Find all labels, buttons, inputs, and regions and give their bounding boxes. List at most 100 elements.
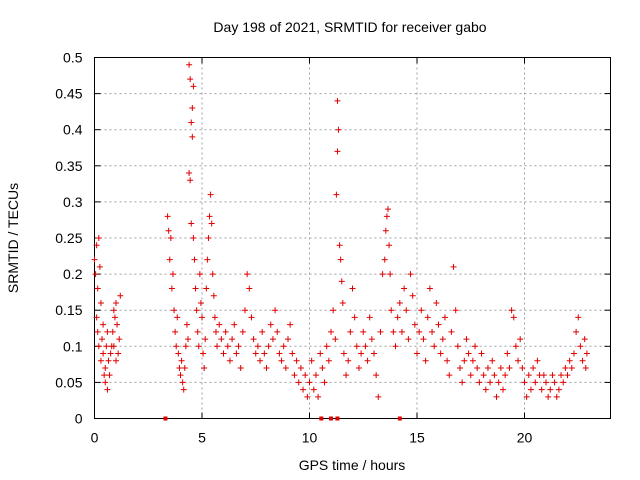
data-point	[474, 364, 481, 371]
data-point	[204, 256, 211, 263]
data-point	[482, 386, 489, 393]
data-point	[310, 386, 317, 393]
data-point	[345, 357, 352, 364]
data-point	[254, 343, 261, 350]
data-point	[491, 372, 498, 379]
data-point	[178, 357, 185, 364]
data-point	[508, 307, 515, 314]
data-point	[197, 299, 204, 306]
data-point	[504, 350, 511, 357]
data-point	[207, 191, 214, 198]
zero-marker	[329, 416, 333, 421]
data-point	[405, 336, 412, 343]
data-point	[495, 379, 502, 386]
data-point	[172, 328, 179, 335]
y-tick-label: 0.45	[55, 86, 82, 102]
data-point	[351, 314, 358, 321]
data-point	[302, 372, 309, 379]
data-point	[214, 343, 221, 350]
data-point	[187, 177, 194, 184]
data-point	[229, 336, 236, 343]
data-point	[403, 307, 410, 314]
data-point	[414, 350, 420, 357]
data-point	[577, 343, 584, 350]
x-tick-label: 0	[91, 430, 99, 446]
data-point	[109, 328, 116, 335]
data-point	[180, 386, 187, 393]
data-point	[570, 350, 577, 357]
x-axis-label: GPS time / hours	[299, 457, 406, 473]
data-point	[106, 372, 113, 379]
data-point	[375, 393, 382, 400]
data-point	[401, 285, 408, 292]
data-point	[364, 357, 371, 364]
data-point	[291, 372, 298, 379]
data-point	[107, 350, 114, 357]
data-point	[343, 372, 350, 379]
data-point	[519, 364, 526, 371]
data-point	[394, 314, 401, 321]
y-tick-label: 0	[75, 411, 83, 427]
data-point	[190, 83, 197, 90]
data-point	[181, 364, 188, 371]
data-point	[278, 357, 285, 364]
data-point	[289, 350, 296, 357]
data-point	[224, 343, 231, 350]
y-tick-label: 0.2	[63, 266, 83, 282]
data-point	[205, 235, 212, 241]
data-point	[244, 271, 251, 278]
data-point	[222, 328, 229, 335]
data-point	[110, 307, 117, 314]
data-point	[113, 299, 119, 306]
data-point	[384, 206, 391, 213]
data-point	[182, 343, 189, 350]
data-point	[259, 328, 266, 335]
data-point	[575, 314, 582, 321]
data-point	[96, 263, 103, 270]
y-tick-label: 0.4	[63, 122, 83, 138]
y-tick-label: 0.25	[55, 230, 82, 246]
data-point	[547, 386, 554, 393]
data-point	[409, 292, 416, 299]
data-point	[555, 386, 562, 393]
data-point	[166, 256, 173, 263]
data-point	[100, 350, 107, 357]
data-point	[444, 357, 451, 364]
data-point	[476, 379, 483, 386]
data-point	[523, 393, 530, 400]
data-point	[429, 328, 436, 335]
y-tick-label: 0.1	[63, 338, 83, 354]
y-tick-label: 0.3	[63, 194, 83, 210]
data-point	[317, 350, 324, 357]
data-point	[366, 314, 373, 321]
data-point	[333, 191, 340, 198]
data-point	[93, 314, 100, 321]
data-point	[330, 307, 337, 314]
data-point	[97, 357, 104, 364]
data-point	[102, 379, 109, 386]
y-tick-label: 0.5	[63, 50, 83, 66]
data-point	[562, 364, 569, 371]
y-axis-label: SRMTID / TECUs	[5, 183, 21, 293]
data-point	[165, 227, 172, 234]
data-point	[335, 126, 342, 133]
data-point	[103, 343, 110, 350]
data-point	[568, 364, 575, 371]
data-point	[308, 357, 315, 364]
data-point	[101, 372, 108, 379]
data-point	[95, 235, 102, 241]
data-point	[246, 285, 253, 292]
data-point	[383, 213, 390, 220]
data-point	[452, 307, 459, 314]
data-point	[433, 299, 440, 306]
data-point	[312, 372, 319, 379]
data-point	[200, 350, 207, 357]
data-point	[439, 336, 446, 343]
data-point	[564, 372, 571, 379]
data-point	[388, 307, 395, 314]
data-point	[110, 343, 117, 350]
data-point	[360, 328, 367, 335]
data-point	[387, 271, 394, 278]
data-point	[347, 328, 354, 335]
